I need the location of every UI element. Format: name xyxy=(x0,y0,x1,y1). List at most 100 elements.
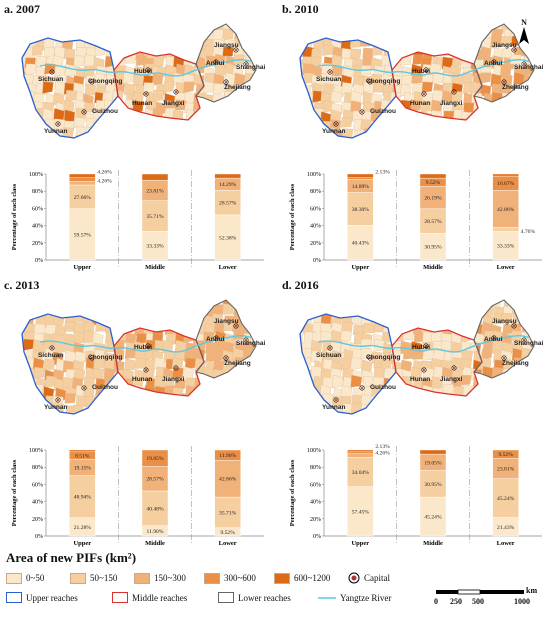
yangtze-river xyxy=(39,59,253,77)
y-tick-label: 80% xyxy=(32,465,43,471)
province-label-shanghai: Shanghai xyxy=(236,340,266,347)
bar-segment xyxy=(347,486,374,537)
data-label: 4.76% xyxy=(521,229,536,235)
data-label: 14.89% xyxy=(352,184,370,190)
province-label-chongqing: Chongqing xyxy=(88,78,123,85)
y-tick-label: 40% xyxy=(310,500,321,506)
data-label: 8.51% xyxy=(75,453,90,459)
capital-dot xyxy=(369,357,371,359)
capital-icon xyxy=(89,355,95,361)
capital-dot xyxy=(425,69,427,71)
capital-icon xyxy=(511,47,517,53)
data-label: 38.30% xyxy=(352,207,370,213)
province-label-yunnan: Yunnan xyxy=(322,404,346,411)
capital-icon xyxy=(367,355,373,361)
capital-dot xyxy=(513,325,515,327)
bar-segment xyxy=(347,453,374,458)
data-label: 19.05% xyxy=(424,460,442,466)
capital-icon xyxy=(333,397,339,403)
bar-segment xyxy=(492,173,519,177)
data-label: 28.57% xyxy=(424,219,442,225)
capital-icon xyxy=(451,365,457,371)
region-map xyxy=(299,299,535,415)
capital-dot xyxy=(175,91,177,93)
bar-segment xyxy=(347,225,374,261)
province-label-jiangsu: Jiangsu xyxy=(214,318,239,325)
region-map xyxy=(299,23,535,139)
data-label: 33.33% xyxy=(497,244,515,250)
province-label-shanghai: Shanghai xyxy=(514,340,544,347)
data-label: 42.86% xyxy=(497,207,515,213)
x-tick-label: Lower xyxy=(219,264,237,271)
capital-dot xyxy=(425,345,427,347)
bar-segment xyxy=(419,208,447,234)
province-label-jiangxi: Jiangxi xyxy=(440,376,463,383)
capital-icon xyxy=(89,79,95,85)
capital-icon xyxy=(81,109,87,115)
capital-icon xyxy=(359,385,365,391)
capital-dot xyxy=(175,367,177,369)
capital-dot xyxy=(225,81,227,83)
capital-dot xyxy=(523,339,525,341)
bar-segment xyxy=(419,496,447,537)
bar-segment xyxy=(347,457,374,487)
y-tick-label: 0% xyxy=(35,258,43,264)
capital-icon xyxy=(81,385,87,391)
y-tick-label: 80% xyxy=(32,189,43,195)
capital-icon xyxy=(143,91,149,97)
capital-dot xyxy=(523,63,525,65)
capital-icon xyxy=(49,69,55,75)
x-tick-label: Middle xyxy=(145,540,165,547)
y-tick-label: 20% xyxy=(32,517,43,523)
legend-boundaries: Upper reaches Middle reaches Lower reach… xyxy=(6,592,391,603)
capital-icon xyxy=(511,323,517,329)
y-tick-label: 0% xyxy=(35,534,43,540)
scale-bar: km 0 250 500 1000 xyxy=(432,586,544,614)
class-3-label: 300~600 xyxy=(224,573,256,583)
capital-dot xyxy=(335,123,337,125)
capital-dot xyxy=(235,49,237,51)
data-label: 4.26% xyxy=(97,178,112,184)
x-tick-label: Upper xyxy=(73,264,91,271)
data-label: 11.90% xyxy=(219,453,236,459)
bar-segment xyxy=(419,449,447,455)
province-label-zhejiang: Zhejiang xyxy=(502,84,529,91)
upper-boundary xyxy=(21,313,119,415)
capital-icon xyxy=(451,89,457,95)
province-label-chongqing: Chongqing xyxy=(366,354,401,361)
y-tick-label: 20% xyxy=(310,241,321,247)
province-label-hubei: Hubei xyxy=(134,344,153,351)
capital-dot xyxy=(335,399,337,401)
panel-title: a. 2007 xyxy=(4,2,40,16)
capital-icon xyxy=(233,323,239,329)
province-label-jiangxi: Jiangxi xyxy=(162,376,185,383)
legend-title: Area of new PIFs (km²) xyxy=(6,550,137,565)
scale-tick-1: 250 xyxy=(450,597,462,606)
bar-segment xyxy=(492,478,519,518)
capital-icon xyxy=(173,89,179,95)
data-label: 42.86% xyxy=(219,477,237,483)
data-label: 28.57% xyxy=(146,477,164,483)
capital-icon xyxy=(333,121,339,127)
x-tick-label: Middle xyxy=(145,264,165,271)
capital-icon xyxy=(423,343,429,349)
data-label: 11.90% xyxy=(146,529,163,535)
bar-segment xyxy=(69,475,96,518)
capital-icon xyxy=(423,67,429,73)
province-label-jiangxi: Jiangxi xyxy=(162,100,185,107)
province-label-hunan: Hunan xyxy=(410,376,431,383)
panel-b: b. 2010 N Sichuan Chongqing Hubei Anhui Jian… xyxy=(278,0,548,271)
capital-dot xyxy=(51,71,53,73)
province-label-guizhou: Guizhou xyxy=(370,108,396,115)
capital-icon xyxy=(213,335,219,341)
data-label: 40.43% xyxy=(352,241,370,247)
panel-title: c. 2013 xyxy=(4,278,40,292)
province-label-sichuan: Sichuan xyxy=(316,76,342,83)
yangtze-river xyxy=(317,335,531,353)
data-label: 9.52% xyxy=(220,530,235,536)
capital-dot xyxy=(361,387,363,389)
province-label-sichuan: Sichuan xyxy=(38,76,64,83)
data-label: 4.26% xyxy=(375,451,390,457)
capital-dot xyxy=(453,91,455,93)
panel-c: c. 2013 Sichuan Chongqing Hubei Anhui Jiangs… xyxy=(0,276,270,547)
